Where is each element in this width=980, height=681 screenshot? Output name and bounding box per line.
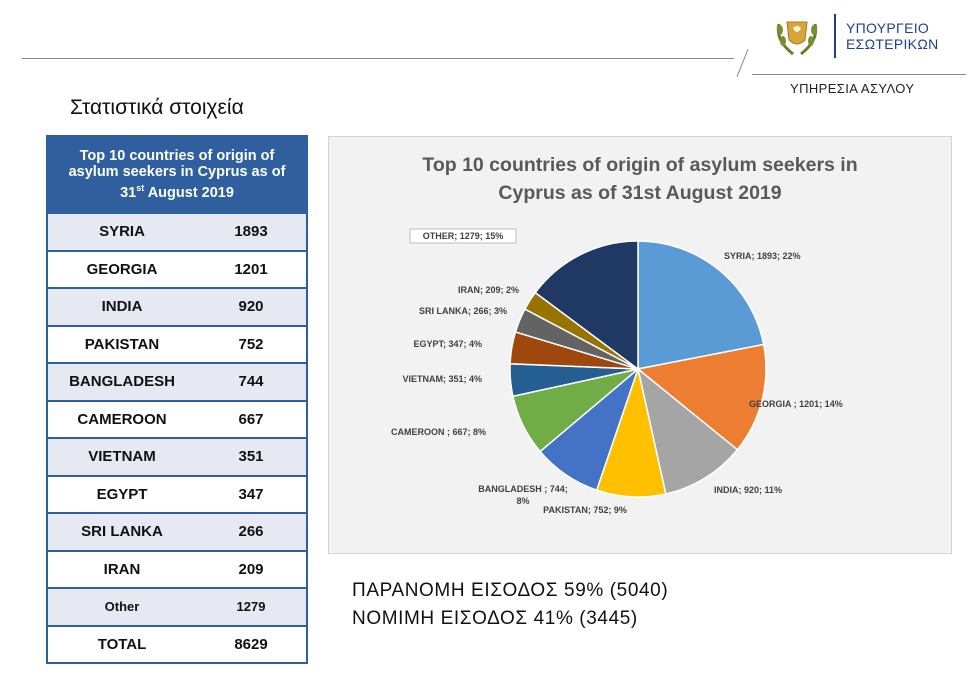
total-value-cell: 8629 bbox=[234, 635, 268, 653]
table-header: Top 10 countries of origin of asylum see… bbox=[46, 135, 308, 214]
label-box bbox=[409, 228, 517, 244]
value-cell: 920 bbox=[238, 298, 264, 316]
header-rule-right bbox=[752, 74, 966, 75]
value-cell: 667 bbox=[238, 410, 264, 428]
country-cell: IRAN bbox=[103, 560, 141, 578]
table-row: VIETNAM 351 bbox=[46, 439, 308, 477]
table-row: IRAN 209 bbox=[46, 551, 308, 589]
header-rule-slash bbox=[736, 48, 749, 78]
page-title: Στατιστικά στοιχεία bbox=[70, 96, 244, 119]
chart-title-line-1: Top 10 countries of origin of asylum see… bbox=[422, 154, 858, 176]
pie-slice bbox=[636, 343, 767, 451]
data-label: CAMEROON ; 667; 8% bbox=[391, 427, 486, 437]
country-cell: GEORGIA bbox=[86, 260, 158, 278]
country-cell: Other bbox=[104, 599, 140, 615]
table-header-line-2: asylum seekers in Cyprus as of bbox=[68, 164, 286, 181]
country-cell: SRI LANKA bbox=[81, 523, 163, 541]
data-label: SYRIA; 1893; 22% bbox=[724, 251, 801, 261]
value-cell: 1893 bbox=[234, 223, 268, 241]
value-cell: 1279 bbox=[236, 599, 266, 615]
data-label: INDIA; 920; 11% bbox=[714, 485, 782, 495]
table-header-day: 31 bbox=[120, 184, 137, 201]
table-header-month: August 2019 bbox=[144, 184, 234, 201]
table-row: SYRIA 1893 bbox=[46, 214, 308, 252]
country-cell: PAKISTAN bbox=[84, 335, 160, 353]
value-cell: 1201 bbox=[234, 260, 268, 278]
table-row: SRI LANKA 266 bbox=[46, 514, 308, 552]
table-row: EGYPT 347 bbox=[46, 476, 308, 514]
country-cell: BANGLADESH bbox=[69, 373, 175, 391]
value-cell: 752 bbox=[238, 335, 264, 353]
illegal-entry-stat: ΠΑΡΑΝΟΜΗ ΕΙΣΟΔΟΣ 59% (5040) bbox=[352, 580, 669, 601]
pie-chart-panel: Top 10 countries of origin of asylum see… bbox=[328, 136, 952, 554]
country-cell: EGYPT bbox=[96, 485, 148, 503]
pie-slice bbox=[636, 367, 739, 495]
data-label: PAKISTAN; 752; 9% bbox=[543, 505, 627, 515]
statistics-table: Top 10 countries of origin of asylum see… bbox=[46, 135, 308, 664]
service-name: ΥΠΗΡΕΣΙΑ ΑΣΥΛΟΥ bbox=[790, 81, 915, 96]
value-cell: 351 bbox=[238, 448, 264, 466]
pie-chart: SYRIA; 1893; 22% GEORGIA ; 1201; 14% INDIA… bbox=[391, 228, 843, 515]
country-cell: INDIA bbox=[101, 298, 143, 316]
country-cell: VIETNAM bbox=[88, 448, 156, 466]
table-row: PAKISTAN 752 bbox=[46, 326, 308, 364]
value-cell: 347 bbox=[238, 485, 264, 503]
table-total-row: TOTAL 8629 bbox=[46, 626, 308, 664]
table-row: GEORGIA 1201 bbox=[46, 251, 308, 289]
country-cell: SYRIA bbox=[99, 223, 145, 241]
data-label: OTHER; 1279; 15% bbox=[423, 231, 504, 241]
data-label: SRI LANKA; 266; 3% bbox=[419, 306, 507, 316]
ministry-line-2: ΕΣΩΤΕΡΙΚΩΝ bbox=[846, 36, 939, 52]
data-label: VIETNAM; 351; 4% bbox=[402, 374, 482, 384]
chart-title: Top 10 countries of origin of asylum see… bbox=[329, 151, 951, 207]
data-label: BANGLADESH ; 744; 8% bbox=[478, 484, 568, 506]
pie-slice bbox=[534, 240, 639, 371]
data-label: IRAN; 209; 2% bbox=[458, 285, 519, 295]
table-header-sup: st bbox=[136, 183, 145, 194]
total-label-cell: TOTAL bbox=[97, 635, 147, 653]
value-cell: 744 bbox=[238, 373, 264, 391]
cyprus-emblem-icon bbox=[776, 21, 818, 56]
pie-slice bbox=[637, 240, 765, 370]
table-row: Other 1279 bbox=[46, 589, 308, 627]
value-cell: 209 bbox=[238, 560, 264, 578]
table-row: INDIA 920 bbox=[46, 289, 308, 327]
legal-entry-stat: ΝΟΜΙΜΗ ΕΙΣΟΔΟΣ 41% (3445) bbox=[352, 608, 638, 629]
table-row: CAMEROON 667 bbox=[46, 401, 308, 439]
data-label: GEORGIA ; 1201; 14% bbox=[749, 399, 843, 409]
data-label: EGYPT; 347; 4% bbox=[413, 339, 482, 349]
ministry-name: ΥΠΟΥΡΓΕΙΟ ΕΣΩΤΕΡΙΚΩΝ bbox=[846, 20, 939, 52]
country-cell: CAMEROON bbox=[77, 410, 167, 428]
chart-title-line-2: Cyprus as of 31st August 2019 bbox=[498, 182, 782, 204]
table-header-line-1: Top 10 countries of origin of bbox=[79, 148, 275, 165]
table-row: BANGLADESH 744 bbox=[46, 364, 308, 402]
value-cell: 266 bbox=[238, 523, 264, 541]
ministry-line-1: ΥΠΟΥΡΓΕΙΟ bbox=[846, 20, 930, 36]
header-rule bbox=[22, 58, 734, 59]
logo-divider bbox=[834, 14, 836, 58]
